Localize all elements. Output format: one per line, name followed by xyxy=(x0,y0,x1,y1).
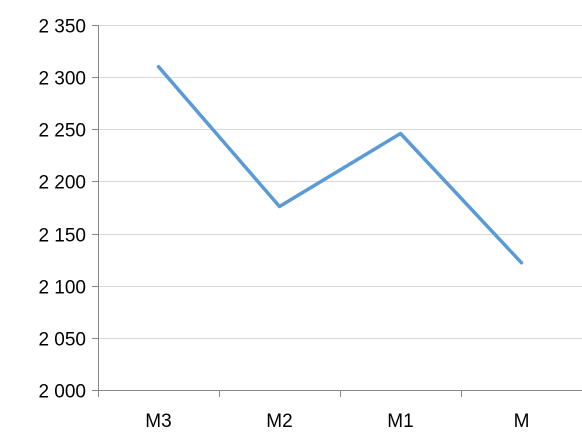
y-tick-label: 2 300 xyxy=(38,69,86,90)
x-tick-labels: M3 M2 M1 M xyxy=(145,411,529,432)
y-tick-label: 2 100 xyxy=(38,278,86,299)
x-tick-label: M xyxy=(514,411,530,432)
y-tick-label: 2 050 xyxy=(38,330,86,351)
x-tick-label: M2 xyxy=(266,411,292,432)
y-tick-label: 2 350 xyxy=(38,17,86,38)
x-tick-label: M3 xyxy=(145,411,171,432)
y-tick-label: 2 200 xyxy=(38,173,86,194)
y-tick-label: 2 150 xyxy=(38,226,86,247)
y-tick-labels: 2 000 2 050 2 100 2 150 2 200 2 250 2 300 2 350 xyxy=(38,17,86,403)
axes xyxy=(92,25,582,397)
y-tick-label: 2 250 xyxy=(38,121,86,142)
gridlines xyxy=(98,25,582,339)
x-tick-label: M1 xyxy=(387,411,413,432)
series-line xyxy=(156,64,524,265)
series-layer xyxy=(156,64,524,265)
y-tick-label: 2 000 xyxy=(38,382,86,403)
